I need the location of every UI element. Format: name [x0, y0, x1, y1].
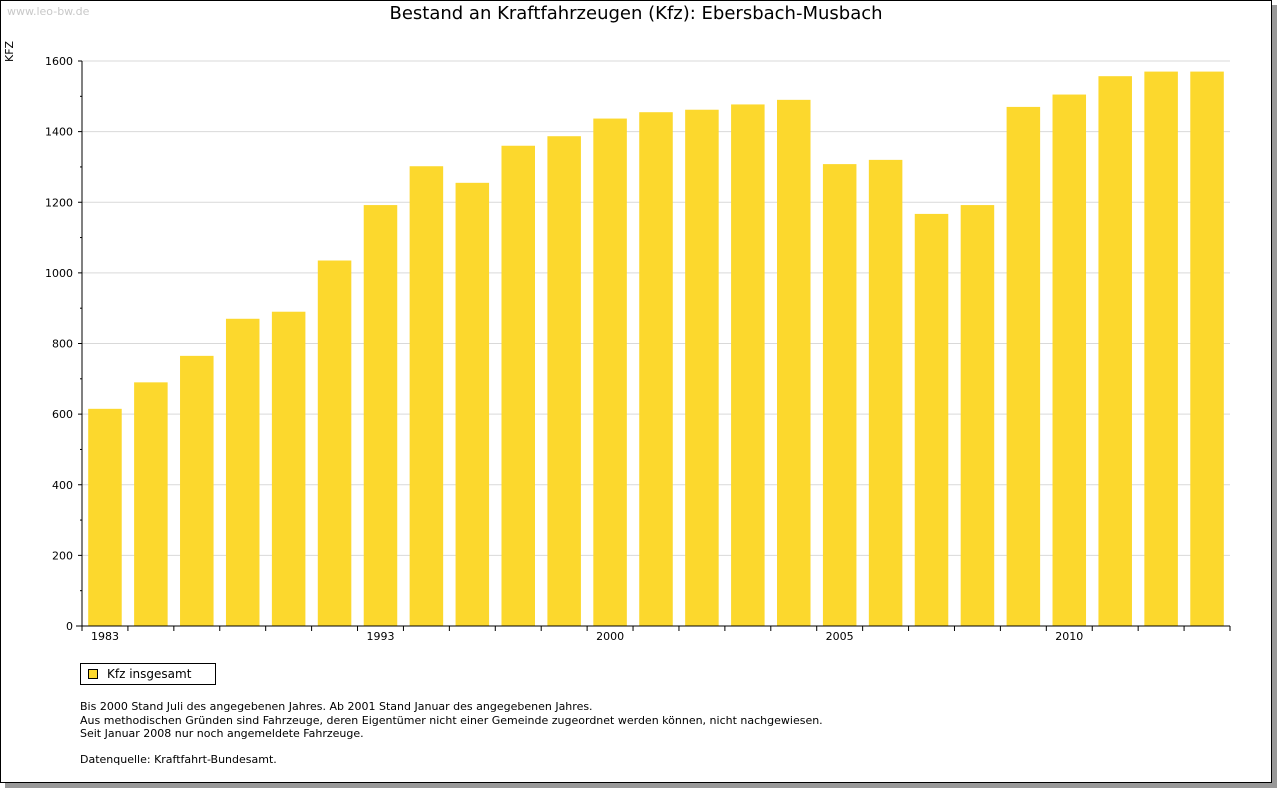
bar-1991 [271, 311, 306, 626]
bar-1996 [501, 145, 536, 626]
chart-title: Bestand an Kraftfahrzeugen (Kfz): Ebersb… [389, 3, 883, 24]
footnote-3: Seit Januar 2008 nur noch angemeldete Fa… [80, 727, 364, 740]
bar-2006 [868, 159, 903, 626]
bar-2000 [593, 118, 627, 626]
bar-1990 [225, 318, 260, 626]
bar-2002 [685, 109, 719, 626]
bar-2004 [776, 99, 811, 626]
x-tick-label-2010: 2010 [1055, 630, 1083, 643]
bar-1983 [88, 408, 122, 626]
x-tick-label-1993: 1993 [366, 630, 394, 643]
bar-1995 [455, 182, 490, 626]
data-source: Datenquelle: Kraftfahrt-Bundesamt. [80, 753, 277, 766]
bar-2003 [731, 104, 765, 626]
footnote-2: Aus methodischen Gründen sind Fahrzeuge,… [80, 713, 823, 727]
y-tick-label: 200 [52, 549, 73, 562]
legend: Kfz insgesamt [80, 663, 216, 685]
bar-2007 [914, 213, 949, 626]
footnote-1: Bis 2000 Stand Juli des angegebenen Jahr… [80, 700, 593, 713]
bar-2005 [822, 164, 857, 627]
bar-1993 [363, 205, 398, 626]
y-tick-label: 1000 [45, 267, 73, 280]
bar-1986 [134, 382, 168, 626]
x-tick-label-1983: 1983 [91, 630, 119, 643]
bar-2010 [1052, 94, 1087, 626]
bar-2009 [1006, 106, 1041, 626]
bar-1988 [180, 355, 214, 626]
bar-2012 [1144, 71, 1178, 626]
x-tick-label-2000: 2000 [596, 630, 624, 643]
bar-2001 [639, 112, 673, 626]
y-tick-label: 600 [52, 408, 73, 421]
y-tick-label: 0 [66, 620, 73, 633]
y-tick-label: 400 [52, 479, 73, 492]
legend-label: Kfz insgesamt [107, 667, 192, 681]
bar-2013 [1190, 71, 1224, 626]
x-tick-label-2005: 2005 [826, 630, 854, 643]
y-tick-label: 1600 [45, 55, 73, 68]
yellow-square-icon [88, 669, 98, 679]
bar-2008 [960, 205, 995, 626]
bar-chart: 0 200 400 600 800 1000 1200 1400 1600 1983 1993 200… [45, 55, 1231, 643]
bar-2011 [1098, 76, 1132, 626]
bar-1992 [317, 260, 352, 626]
y-tick-label: 800 [52, 338, 73, 351]
y-tick-label: 1200 [45, 196, 73, 209]
bar-1994 [409, 166, 444, 626]
footnotes: Bis 2000 Stand Juli des angegebenen Jahr… [80, 700, 823, 741]
bar-1999 [547, 136, 581, 626]
y-tick-label: 1400 [45, 126, 73, 139]
watermark: www.leo-bw.de [7, 5, 90, 18]
